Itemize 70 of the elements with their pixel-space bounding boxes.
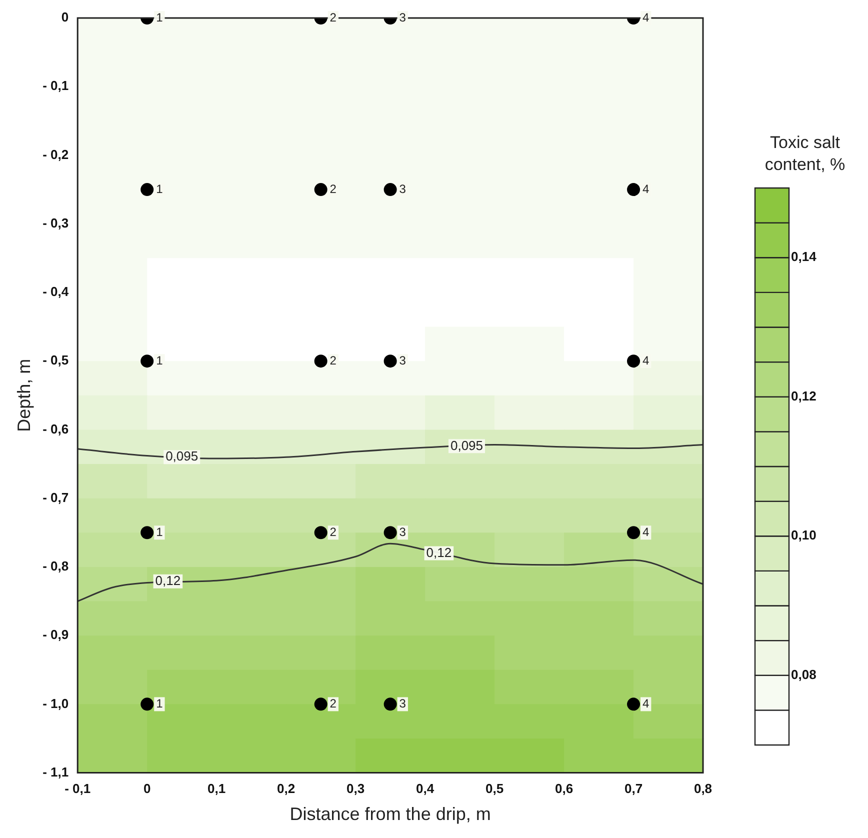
y-tick-label: - 0,9 [42, 627, 69, 642]
annotation: 1 [156, 524, 164, 539]
point [140, 526, 154, 540]
y-tick-label: - 0,7 [42, 490, 69, 505]
x-tick-label: 0,6 [554, 781, 574, 796]
x-axis-title: Distance from the drip, m [290, 804, 491, 824]
line-series [78, 542, 703, 602]
x-tick-label: 0,4 [416, 781, 435, 796]
x-tick-label: 0,3 [346, 781, 365, 796]
point [627, 526, 640, 540]
annotation: 0,12 [155, 572, 181, 588]
point [314, 354, 328, 368]
x-tick-label: 0,8 [694, 781, 712, 796]
point [314, 526, 328, 540]
annotation: 3 [399, 524, 406, 539]
annotation: 1 [156, 10, 164, 24]
annotation: 0,095 [166, 448, 198, 464]
annotation: 2 [330, 524, 337, 539]
x-tick-label: 0,2 [277, 781, 296, 796]
x-tick-label: 0,5 [486, 781, 504, 796]
annotation: 0,12 [426, 544, 452, 560]
annotation: 0,095 [450, 438, 484, 453]
annotation: 4 [642, 10, 650, 24]
point [627, 698, 640, 711]
point [314, 698, 328, 711]
color-bar-title: Toxic salt content, % [764, 133, 846, 174]
x-tick-label: - 0,1 [64, 781, 91, 796]
annotation: 1 [156, 696, 164, 710]
annotation: 4 [642, 524, 650, 539]
point [384, 183, 397, 196]
y-tick-label: - 1,0 [42, 696, 69, 711]
x-tick-label: 0,1 [208, 781, 226, 796]
annotation: 3 [399, 696, 406, 710]
x-tick-label: 0 [143, 781, 151, 796]
point [140, 698, 154, 711]
annotation: 3 [399, 10, 406, 24]
color-bar-label: 0,10 [791, 528, 816, 543]
point [384, 354, 397, 368]
color-bar-label: 0,14 [791, 249, 818, 264]
annotation: 3 [399, 353, 406, 368]
color-bar-label: 0,12 [791, 388, 816, 404]
annotation: 2 [330, 353, 337, 368]
point [384, 526, 397, 540]
x-tick-label: 0,7 [624, 781, 643, 796]
y-tick-label: 0 [61, 10, 69, 25]
point [627, 183, 640, 196]
annotation: 1 [156, 353, 164, 368]
y-tick-label: - 0,3 [42, 215, 69, 230]
point [140, 354, 154, 368]
y-tick-label: - 0,2 [42, 146, 69, 162]
y-tick-label: - 0,6 [42, 421, 69, 436]
y-axis-title: Depth, m [14, 358, 34, 432]
annotation: 4 [642, 182, 650, 196]
point [627, 354, 640, 368]
annotation: 1 [156, 182, 164, 196]
color-bar-label: 0,08 [791, 666, 816, 682]
annotation: 2 [330, 696, 337, 710]
y-tick-label: - 0,1 [42, 78, 69, 94]
y-tick-label: - 0,5 [42, 352, 69, 368]
y-tick-label: - 1,1 [42, 764, 69, 780]
y-tick-label: - 0,8 [42, 558, 69, 574]
point [140, 183, 154, 196]
annotation: 4 [642, 353, 650, 368]
point [384, 698, 397, 711]
point [314, 183, 328, 196]
y-tick-label: - 0,4 [42, 284, 70, 300]
annotation: 4 [642, 696, 650, 710]
annotation: 2 [330, 182, 337, 196]
annotation: 3 [399, 182, 406, 196]
annotation: 2 [330, 10, 337, 24]
